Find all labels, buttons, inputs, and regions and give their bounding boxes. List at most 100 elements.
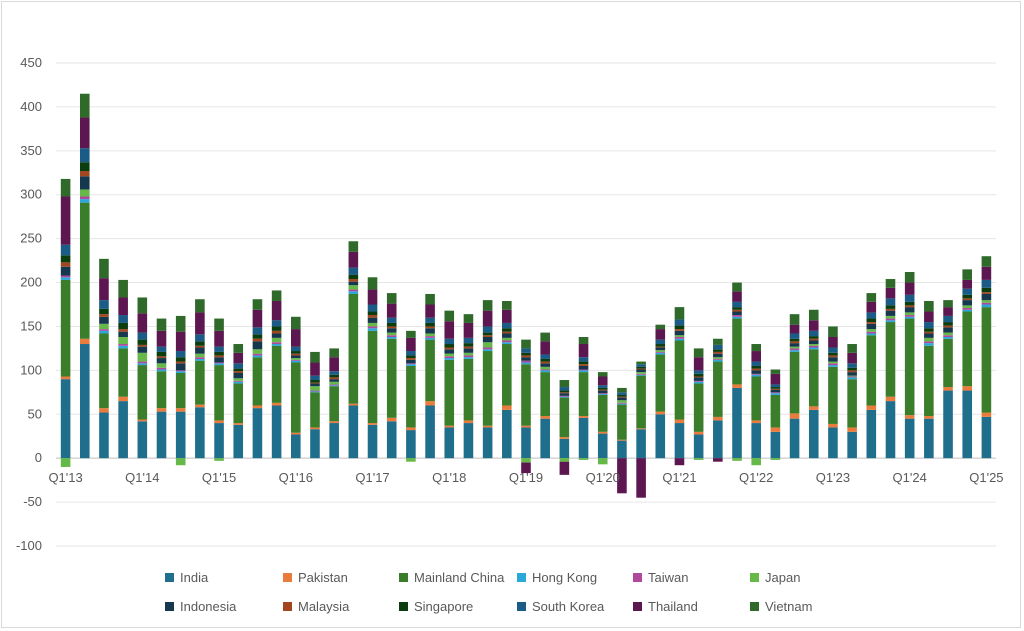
bar-segment xyxy=(751,420,761,424)
bar-segment xyxy=(329,348,339,358)
bar-segment xyxy=(674,325,685,330)
bar-segment xyxy=(559,393,570,396)
bar-segment xyxy=(406,351,416,356)
bar-segment xyxy=(674,335,685,337)
bar-segment xyxy=(156,408,167,412)
bar-segment xyxy=(732,387,742,459)
bar-segment xyxy=(636,368,646,370)
bar-segment xyxy=(981,302,992,305)
bar-segment xyxy=(99,329,109,331)
bar-segment xyxy=(732,291,742,302)
bar-segment xyxy=(981,412,992,417)
legend-item: Singapore xyxy=(399,599,473,614)
bar-segment xyxy=(866,301,877,313)
bar-segment xyxy=(406,427,416,431)
bar-segment xyxy=(789,413,800,419)
bar-segment xyxy=(597,458,608,465)
bar-segment xyxy=(770,394,781,428)
bar-segment xyxy=(847,431,857,459)
x-tick-label: Q1'22 xyxy=(739,470,773,485)
bar-segment xyxy=(713,420,723,459)
bar-segment xyxy=(808,309,819,321)
bar-segment xyxy=(99,333,109,409)
bar-segment xyxy=(386,421,397,459)
bar-segment xyxy=(943,390,953,459)
bar-segment xyxy=(828,423,838,428)
bar-segment xyxy=(751,423,761,459)
bar-segment xyxy=(521,357,531,361)
bar-segment xyxy=(291,432,301,435)
bar-segment xyxy=(732,315,742,317)
bar-segment xyxy=(713,344,723,350)
bar-segment xyxy=(828,355,838,358)
bar-segment xyxy=(636,364,646,367)
bar-stack xyxy=(636,361,646,498)
bar-segment xyxy=(981,416,992,459)
bar-segment xyxy=(636,428,646,430)
bar-segment xyxy=(924,322,934,329)
bar-segment xyxy=(214,318,224,331)
bar-segment xyxy=(99,258,109,279)
bar-segment xyxy=(291,360,301,363)
bar-segment xyxy=(348,281,359,286)
bar-segment xyxy=(291,359,301,361)
bar-segment xyxy=(348,291,359,294)
bar-segment xyxy=(655,339,666,345)
bar-segment xyxy=(502,409,512,459)
bar-segment xyxy=(367,277,378,290)
bar-segment xyxy=(425,317,435,323)
bar-stack xyxy=(137,297,148,459)
bar-segment xyxy=(693,376,704,378)
bar-segment xyxy=(310,375,320,381)
bar-segment xyxy=(617,387,627,393)
bar-segment xyxy=(118,396,128,402)
legend-swatch xyxy=(283,602,292,611)
bar-segment xyxy=(214,362,224,364)
bar-stack xyxy=(828,326,838,459)
bar-segment xyxy=(175,371,186,373)
bar-segment xyxy=(386,328,397,333)
bar-segment xyxy=(233,378,244,381)
bar-segment xyxy=(118,344,128,346)
bar-segment xyxy=(540,361,550,364)
bar-segment xyxy=(367,317,378,323)
bar-segment xyxy=(482,310,493,327)
bar-segment xyxy=(578,416,589,418)
y-tick-label: 0 xyxy=(35,450,42,465)
bar-segment xyxy=(310,391,320,393)
bar-segment xyxy=(808,345,819,348)
bar-segment xyxy=(559,458,570,462)
legend-item: Indonesia xyxy=(165,599,237,614)
bar-segment xyxy=(693,383,704,432)
bar-segment xyxy=(444,321,455,339)
bar-segment xyxy=(463,357,474,359)
bar-segment xyxy=(521,458,531,463)
legend-swatch xyxy=(283,573,292,582)
bar-segment xyxy=(214,423,224,459)
bar-segment xyxy=(291,316,301,330)
bar-stack xyxy=(713,338,723,462)
bar-segment xyxy=(770,458,781,460)
bar-segment xyxy=(713,357,723,359)
bar-segment xyxy=(271,344,282,346)
bar-segment xyxy=(233,368,244,372)
bar-segment xyxy=(425,326,435,329)
y-tick-label: 50 xyxy=(28,406,42,421)
bar-segment xyxy=(770,373,781,385)
legend-item: Taiwan xyxy=(633,570,688,585)
bar-segment xyxy=(348,267,359,275)
bar-segment xyxy=(79,176,90,190)
bar-segment xyxy=(444,356,455,359)
bar-segment xyxy=(617,392,627,395)
bar-segment xyxy=(655,352,666,355)
bar-segment xyxy=(713,338,723,345)
bar-segment xyxy=(789,348,800,351)
bar-stack xyxy=(655,324,666,459)
bar-segment xyxy=(597,394,608,395)
bar-segment xyxy=(156,351,167,357)
bar-stack xyxy=(367,277,378,459)
bar-segment xyxy=(540,363,550,367)
bar-segment xyxy=(578,372,589,417)
bar-segment xyxy=(770,369,781,374)
